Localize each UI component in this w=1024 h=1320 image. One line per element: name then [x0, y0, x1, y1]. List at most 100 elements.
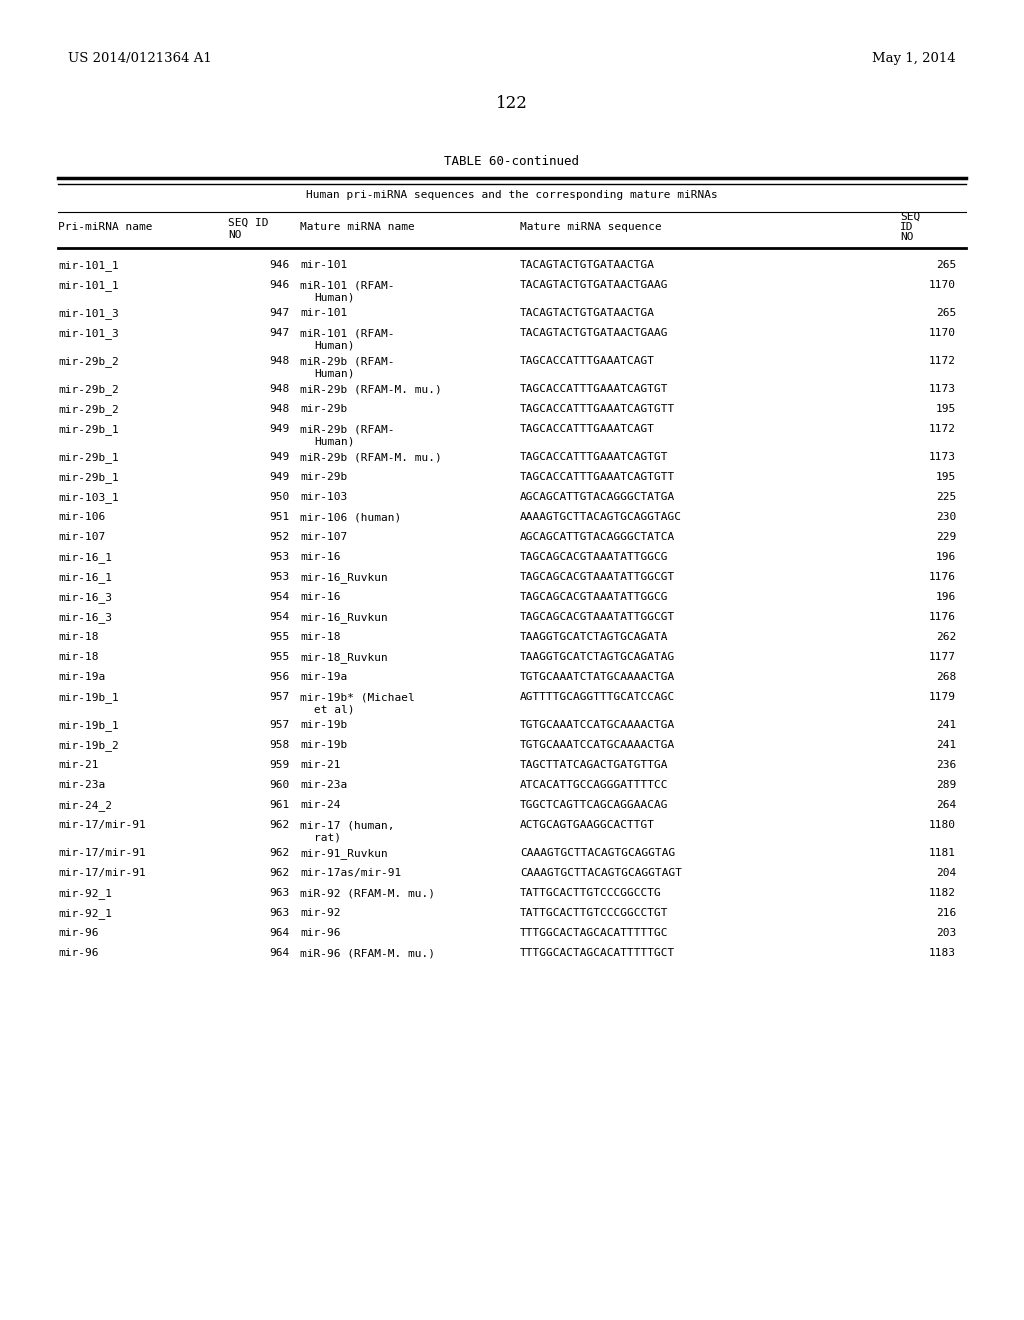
Text: mir-17/mir-91: mir-17/mir-91: [58, 847, 145, 858]
Text: 230: 230: [936, 512, 956, 521]
Text: CAAAGTGCTTACAGTGCAGGTAG: CAAAGTGCTTACAGTGCAGGTAG: [520, 847, 675, 858]
Text: Human): Human): [314, 437, 354, 447]
Text: Pri-miRNA name: Pri-miRNA name: [58, 222, 153, 232]
Text: mir-29b: mir-29b: [300, 473, 347, 482]
Text: TAGCACCATTTGAAATCAGT: TAGCACCATTTGAAATCAGT: [520, 424, 655, 434]
Text: mir-19b* (Michael: mir-19b* (Michael: [300, 692, 415, 702]
Text: TACAGTACTGTGATAACTGA: TACAGTACTGTGATAACTGA: [520, 308, 655, 318]
Text: AGCAGCATTGTACAGGGCTATCA: AGCAGCATTGTACAGGGCTATCA: [520, 532, 675, 543]
Text: 962: 962: [269, 847, 290, 858]
Text: TAGCACCATTTGAAATCAGTGT: TAGCACCATTTGAAATCAGTGT: [520, 384, 669, 393]
Text: mir-17/mir-91: mir-17/mir-91: [58, 820, 145, 830]
Text: miR-29b (RFAM-: miR-29b (RFAM-: [300, 424, 394, 434]
Text: miR-29b (RFAM-: miR-29b (RFAM-: [300, 356, 394, 366]
Text: 1180: 1180: [929, 820, 956, 830]
Text: mir-29b: mir-29b: [300, 404, 347, 414]
Text: mir-23a: mir-23a: [300, 780, 347, 789]
Text: AGCAGCATTGTACAGGGCTATGA: AGCAGCATTGTACAGGGCTATGA: [520, 492, 675, 502]
Text: 262: 262: [936, 632, 956, 642]
Text: 947: 947: [269, 327, 290, 338]
Text: mir-101_3: mir-101_3: [58, 327, 119, 339]
Text: 195: 195: [936, 473, 956, 482]
Text: 1176: 1176: [929, 572, 956, 582]
Text: 264: 264: [936, 800, 956, 810]
Text: TACAGTACTGTGATAACTGA: TACAGTACTGTGATAACTGA: [520, 260, 655, 271]
Text: mir-17as/mir-91: mir-17as/mir-91: [300, 869, 401, 878]
Text: mir-106: mir-106: [58, 512, 105, 521]
Text: Human): Human): [314, 293, 354, 304]
Text: miR-101 (RFAM-: miR-101 (RFAM-: [300, 327, 394, 338]
Text: 959: 959: [269, 760, 290, 770]
Text: TAGCAGCACGTAAATATTGGCGT: TAGCAGCACGTAAATATTGGCGT: [520, 572, 675, 582]
Text: 196: 196: [936, 591, 956, 602]
Text: 964: 964: [269, 928, 290, 939]
Text: 1173: 1173: [929, 451, 956, 462]
Text: mir-19b: mir-19b: [300, 719, 347, 730]
Text: AGTTTTGCAGGTTTGCATCCAGC: AGTTTTGCAGGTTTGCATCCAGC: [520, 692, 675, 702]
Text: mir-29b_1: mir-29b_1: [58, 473, 119, 483]
Text: mir-92_1: mir-92_1: [58, 888, 112, 899]
Text: 950: 950: [269, 492, 290, 502]
Text: TTTGGCACTAGCACATTTTTGC: TTTGGCACTAGCACATTTTTGC: [520, 928, 669, 939]
Text: 960: 960: [269, 780, 290, 789]
Text: mir-16_Ruvkun: mir-16_Ruvkun: [300, 612, 388, 623]
Text: 1173: 1173: [929, 384, 956, 393]
Text: 953: 953: [269, 572, 290, 582]
Text: mir-92_1: mir-92_1: [58, 908, 112, 919]
Text: TAGCACCATTTGAAATCAGTGT: TAGCACCATTTGAAATCAGTGT: [520, 451, 669, 462]
Text: 268: 268: [936, 672, 956, 682]
Text: TAGCAGCACGTAAATATTGGCG: TAGCAGCACGTAAATATTGGCG: [520, 591, 669, 602]
Text: TABLE 60-continued: TABLE 60-continued: [444, 154, 580, 168]
Text: 203: 203: [936, 928, 956, 939]
Text: mir-101: mir-101: [300, 308, 347, 318]
Text: AAAAGTGCTTACAGTGCAGGTAGC: AAAAGTGCTTACAGTGCAGGTAGC: [520, 512, 682, 521]
Text: 963: 963: [269, 888, 290, 898]
Text: TATTGCACTTGTCCCGGCCTG: TATTGCACTTGTCCCGGCCTG: [520, 888, 662, 898]
Text: mir-16: mir-16: [300, 591, 341, 602]
Text: ATCACATTGCCAGGGATTTTCC: ATCACATTGCCAGGGATTTTCC: [520, 780, 669, 789]
Text: TAGCACCATTTGAAATCAGTGTT: TAGCACCATTTGAAATCAGTGTT: [520, 473, 675, 482]
Text: US 2014/0121364 A1: US 2014/0121364 A1: [68, 51, 212, 65]
Text: TAGCTTATCAGACTGATGTTGA: TAGCTTATCAGACTGATGTTGA: [520, 760, 669, 770]
Text: 963: 963: [269, 908, 290, 917]
Text: 949: 949: [269, 473, 290, 482]
Text: 962: 962: [269, 869, 290, 878]
Text: TAGCAGCACGTAAATATTGGCG: TAGCAGCACGTAAATATTGGCG: [520, 552, 669, 562]
Text: mir-16_1: mir-16_1: [58, 552, 112, 562]
Text: TGTGCAAATCCATGCAAAACTGA: TGTGCAAATCCATGCAAAACTGA: [520, 741, 675, 750]
Text: mir-101_1: mir-101_1: [58, 280, 119, 290]
Text: mir-18_Ruvkun: mir-18_Ruvkun: [300, 652, 388, 663]
Text: mir-96: mir-96: [58, 928, 98, 939]
Text: Human pri-miRNA sequences and the corresponding mature miRNAs: Human pri-miRNA sequences and the corres…: [306, 190, 718, 201]
Text: 948: 948: [269, 356, 290, 366]
Text: TGGCTCAGTTCAGCAGGAACAG: TGGCTCAGTTCAGCAGGAACAG: [520, 800, 669, 810]
Text: NO: NO: [900, 232, 913, 242]
Text: 216: 216: [936, 908, 956, 917]
Text: 241: 241: [936, 719, 956, 730]
Text: TGTGCAAATCCATGCAAAACTGA: TGTGCAAATCCATGCAAAACTGA: [520, 719, 675, 730]
Text: CAAAGTGCTTACAGTGCAGGTAGT: CAAAGTGCTTACAGTGCAGGTAGT: [520, 869, 682, 878]
Text: miR-96 (RFAM-M. mu.): miR-96 (RFAM-M. mu.): [300, 948, 435, 958]
Text: May 1, 2014: May 1, 2014: [872, 51, 956, 65]
Text: mir-29b_2: mir-29b_2: [58, 384, 119, 395]
Text: 957: 957: [269, 719, 290, 730]
Text: mir-29b_1: mir-29b_1: [58, 424, 119, 434]
Text: mir-23a: mir-23a: [58, 780, 105, 789]
Text: TTTGGCACTAGCACATTTTTGCT: TTTGGCACTAGCACATTTTTGCT: [520, 948, 675, 958]
Text: rat): rat): [314, 833, 341, 843]
Text: 954: 954: [269, 612, 290, 622]
Text: 1176: 1176: [929, 612, 956, 622]
Text: mir-92: mir-92: [300, 908, 341, 917]
Text: 955: 955: [269, 652, 290, 663]
Text: Mature miRNA sequence: Mature miRNA sequence: [520, 222, 662, 232]
Text: mir-91_Ruvkun: mir-91_Ruvkun: [300, 847, 388, 859]
Text: 957: 957: [269, 692, 290, 702]
Text: miR-92 (RFAM-M. mu.): miR-92 (RFAM-M. mu.): [300, 888, 435, 898]
Text: mir-103: mir-103: [300, 492, 347, 502]
Text: 196: 196: [936, 552, 956, 562]
Text: 961: 961: [269, 800, 290, 810]
Text: Human): Human): [314, 341, 354, 351]
Text: mir-103_1: mir-103_1: [58, 492, 119, 503]
Text: 195: 195: [936, 404, 956, 414]
Text: 204: 204: [936, 869, 956, 878]
